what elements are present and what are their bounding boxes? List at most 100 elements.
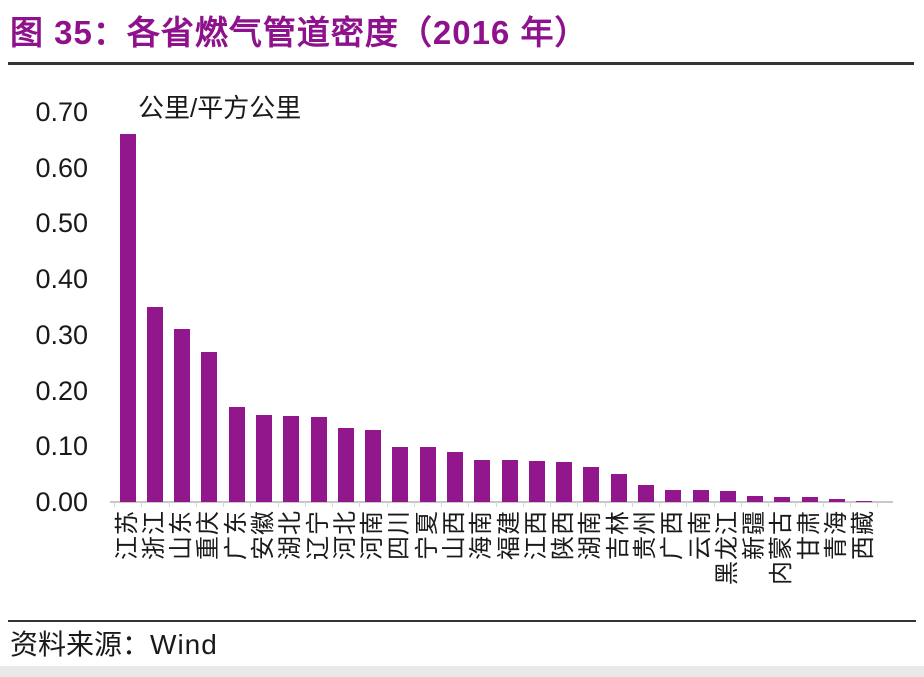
x-label-slot: 河北 [332,508,359,630]
x-label-slot: 江苏 [114,508,141,630]
x-label-slot: 西藏 [850,508,878,630]
bar-云南 [692,490,709,502]
x-label-slot: 浙江 [141,508,168,630]
x-label-slot: 山西 [441,508,468,630]
bar-slot [469,112,496,502]
tick-mark [742,502,769,507]
x-axis-label: 山东 [168,510,196,560]
tick-mark [224,502,252,507]
x-label-slot: 新疆 [741,508,768,630]
tick-mark [388,502,415,507]
tick-mark [578,502,606,507]
x-label-slot: 四川 [386,508,414,630]
bar-新疆 [747,496,764,502]
bar-重庆 [201,352,218,502]
x-axis-label: 宁夏 [413,510,441,560]
bar-slot [769,112,796,502]
bar-湖南 [583,467,600,502]
bar-slot [796,112,823,502]
x-label-slot: 甘肃 [796,508,823,630]
x-label-slot: 广西 [659,508,687,630]
y-axis-tick-label: 0.10 [35,431,88,462]
x-axis-label: 山西 [441,510,469,560]
x-axis-label: 广西 [659,510,687,560]
x-axis-label: 河南 [359,510,387,560]
tick-mark [469,502,497,507]
y-axis-tick-label: 0.40 [35,264,88,295]
bar-吉林 [610,474,627,502]
tick-mark [551,502,579,507]
x-axis-label: 江苏 [113,510,141,560]
tick-mark [333,502,361,507]
footer-divider [8,620,916,622]
x-axis-label: 陕西 [550,510,578,560]
bar-江苏 [119,134,136,502]
source-value: Wind [150,629,218,660]
bar-slot [578,112,605,502]
x-axis-label: 浙江 [140,510,168,560]
y-axis-tick-label: 0.50 [35,208,88,239]
x-label-slot: 河南 [359,508,387,630]
bar-甘肃 [801,497,818,502]
bar-slot [551,112,578,502]
x-axis-label: 江西 [522,510,550,560]
x-axis-label: 青海 [822,510,850,560]
x-axis-label: 西藏 [850,510,878,560]
x-axis-label: 海南 [468,510,496,560]
x-axis-label: 辽宁 [304,510,332,560]
y-axis-tick-label: 0.70 [35,97,88,127]
bar-辽宁 [310,417,327,502]
y-axis-tick-label: 0.30 [35,319,88,350]
bar-slot [278,112,305,502]
x-label-slot: 江西 [523,508,550,630]
tick-mark [824,502,851,507]
x-axis-label: 河北 [331,510,359,560]
bar-slot [332,112,359,502]
bar-湖北 [283,416,300,502]
bar-slot [823,112,850,502]
x-label-slot: 安徽 [250,508,277,630]
tick-mark [715,502,742,507]
x-axis-label: 安徽 [250,510,278,560]
bar-slot [660,112,687,502]
page-bottom-strip [0,666,924,677]
bar-slot [496,112,523,502]
bar-广西 [665,490,682,502]
bar-宁夏 [419,447,436,502]
x-axis-labels: 江苏 浙江 山东 重庆 广东 安徽 湖北 辽宁 河北 河南 四川 宁夏 山西 海南 福建 江西 陕西 湖南 吉林 贵州… [114,508,878,630]
tick-mark [197,502,224,507]
source-note: 资料来源：Wind [10,626,218,664]
figure-title: 图 35：各省燃气管道密度（2016 年） [10,14,589,51]
tick-mark [306,502,333,507]
tick-mark [633,502,660,507]
tick-mark [687,502,715,507]
x-axis-label: 湖南 [577,510,605,560]
x-axis-line [110,501,893,503]
bar-slot [250,112,277,502]
x-axis-label: 湖北 [277,510,305,560]
bar-陕西 [556,462,573,502]
tick-mark [142,502,170,507]
tick-mark [769,502,797,507]
x-axis-label: 新疆 [741,510,769,560]
bar-内蒙古 [774,497,791,502]
bar-slot [360,112,387,502]
x-axis-label: 重庆 [195,510,223,560]
tick-mark [660,502,688,507]
bar-浙江 [146,307,163,502]
x-label-slot: 云南 [687,508,714,630]
x-label-slot: 青海 [823,508,850,630]
bar-slot [414,112,441,502]
tick-mark [524,502,551,507]
bar-slot [523,112,550,502]
x-label-slot: 陕西 [550,508,578,630]
bar-chart-plot-area: 公里/平方公里 江苏 浙江 山东 重庆 广东 安徽 湖北 辽宁 河北 河南 四川 宁夏 山西 海南 福建 江西… [35,93,893,585]
bar-slot [223,112,250,502]
y-axis-tick-label: 0.60 [35,152,88,183]
x-label-slot: 黑龙江 [714,508,741,630]
x-label-slot: 海南 [468,508,496,630]
bar-安徽 [256,415,273,502]
x-label-slot: 山东 [168,508,196,630]
bar-slot [632,112,659,502]
tick-mark [114,502,143,507]
